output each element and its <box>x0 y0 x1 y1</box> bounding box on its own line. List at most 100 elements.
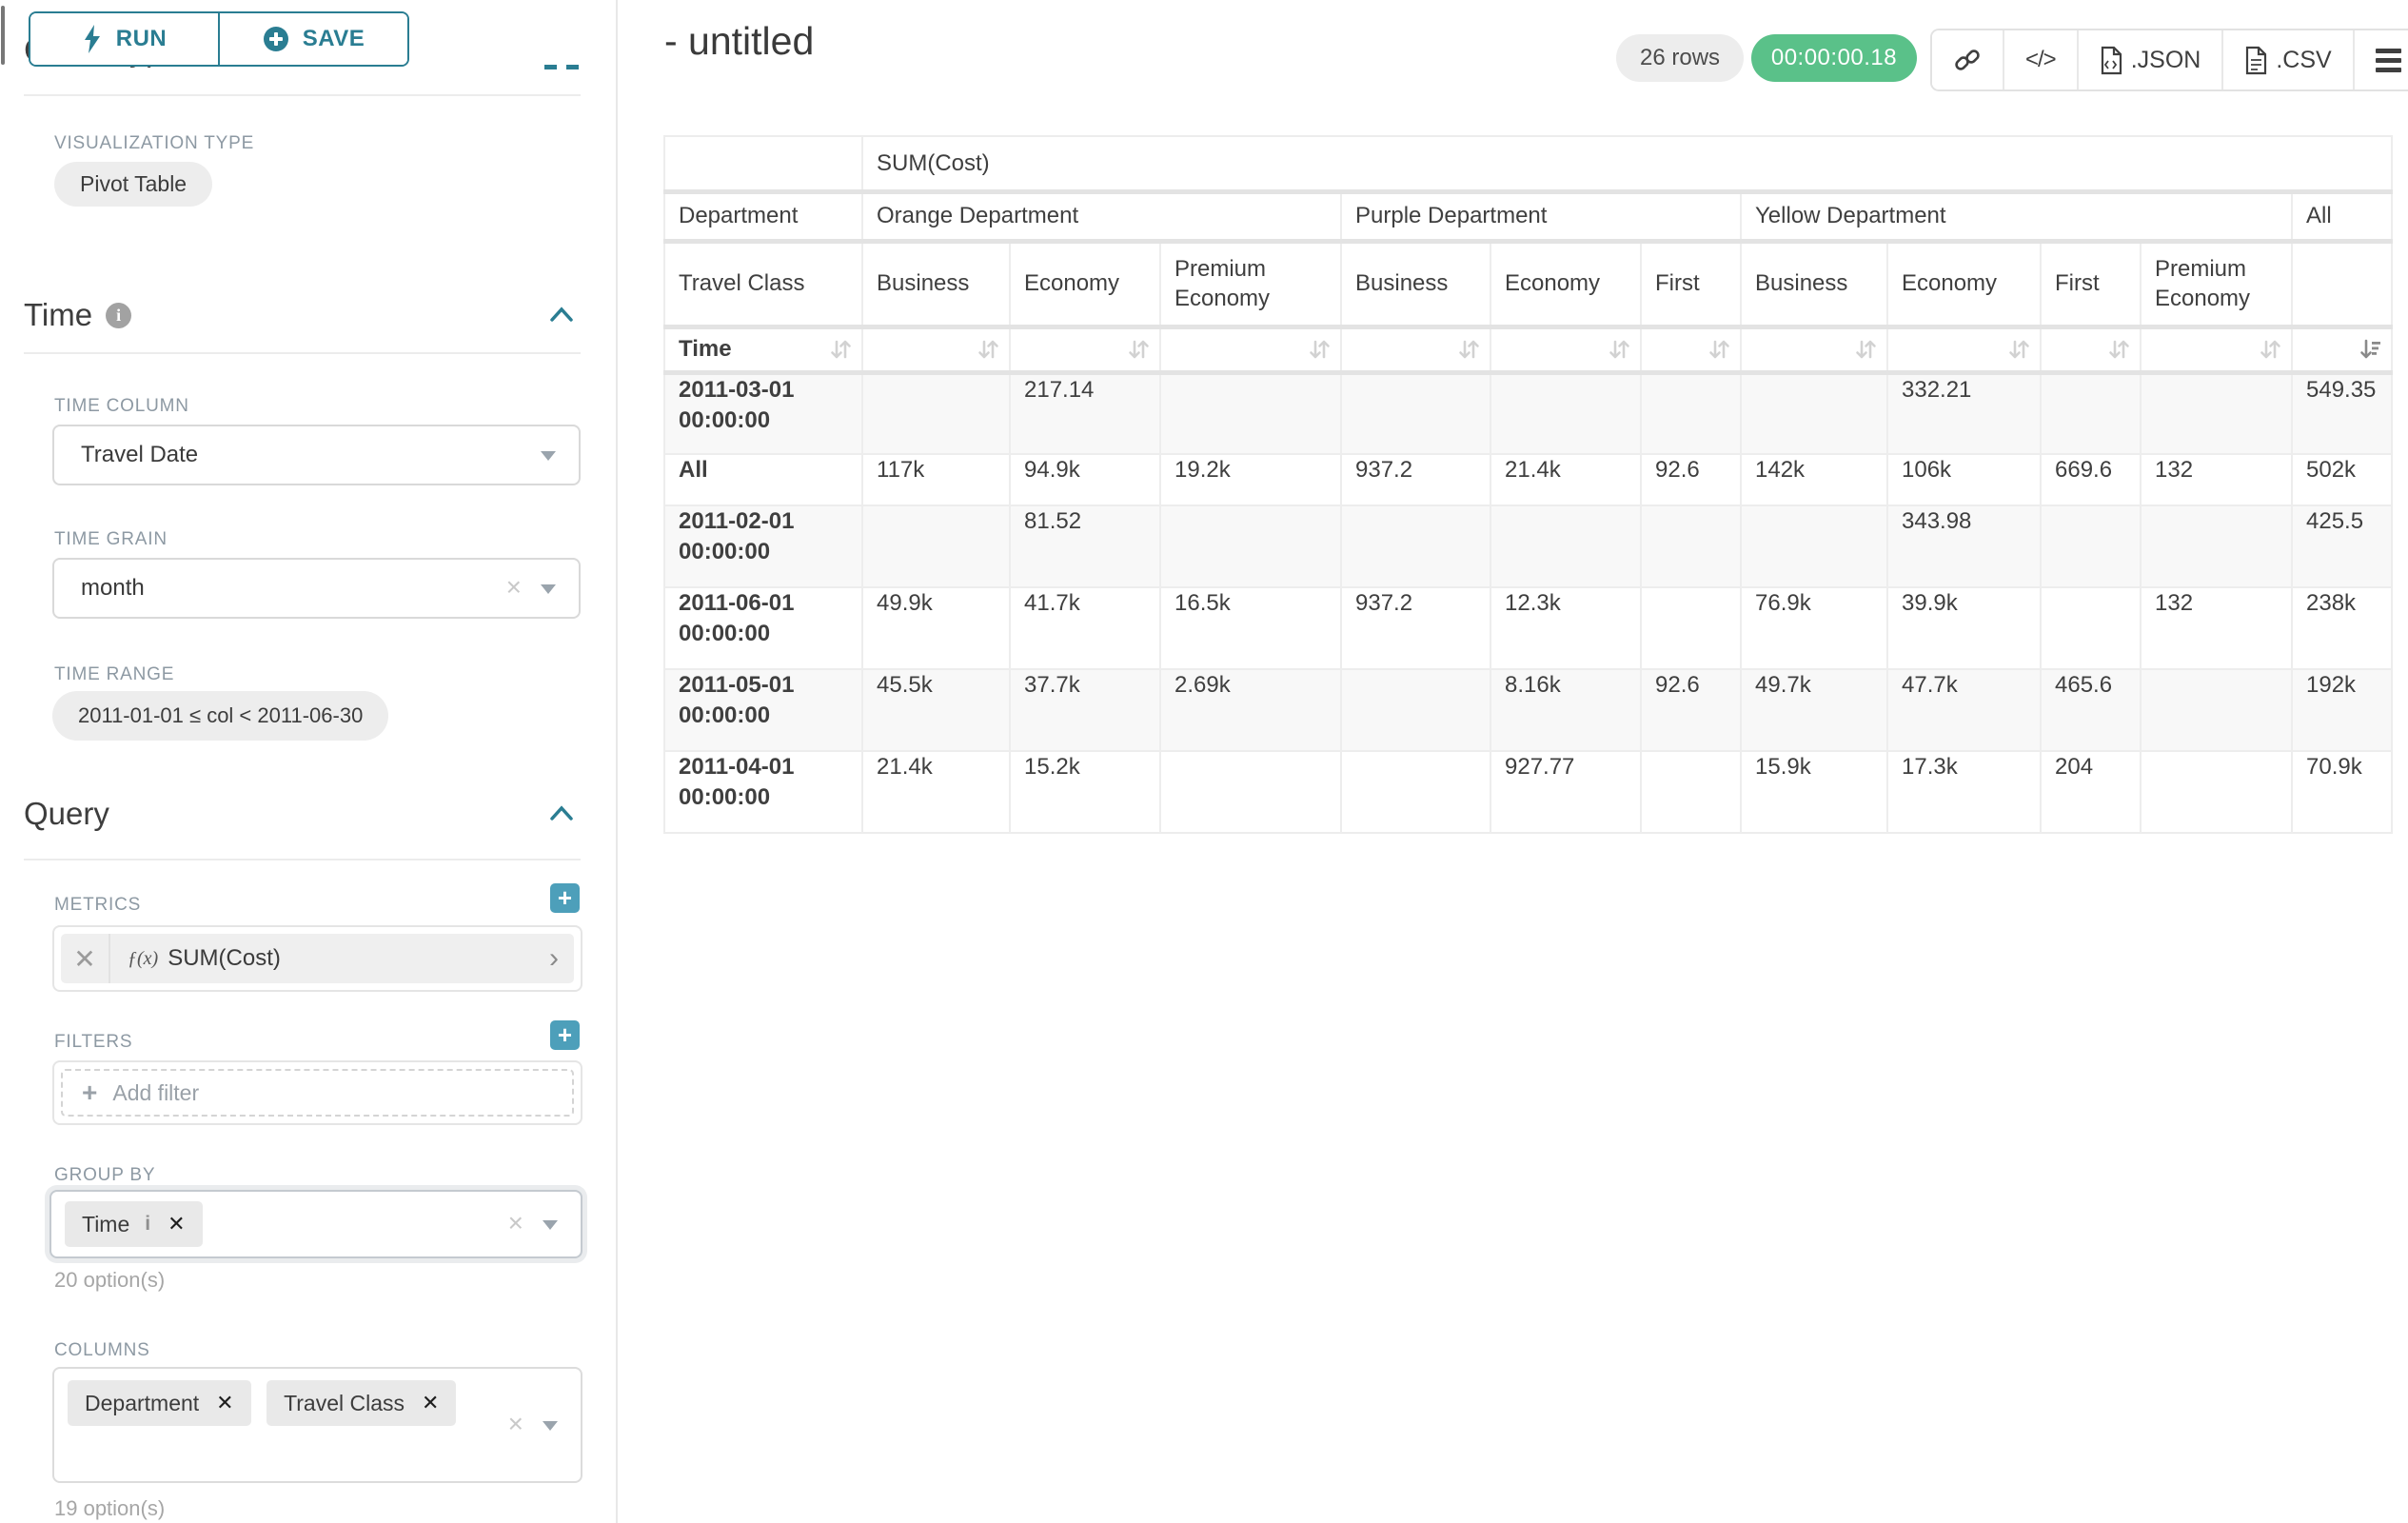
travel-class-header <box>2291 240 2393 329</box>
time-range-label: TIME RANGE <box>54 664 175 684</box>
columns-chip-travel-class[interactable]: Travel Class ✕ <box>266 1380 457 1426</box>
time-grain-value: month <box>81 575 145 601</box>
group-by-chip-time[interactable]: Time i ✕ <box>65 1201 203 1247</box>
remove-chip-icon[interactable]: ✕ <box>168 1212 186 1236</box>
value-cell <box>1490 504 1642 588</box>
chevron-right-icon[interactable]: › <box>549 942 559 974</box>
sort-icon[interactable] <box>1456 337 1482 363</box>
add-filter-button[interactable]: + Add filter <box>61 1069 574 1117</box>
travel-class-header: Premium Economy <box>2140 240 2293 329</box>
add-metric-button[interactable]: + <box>550 883 580 913</box>
export-csv-button[interactable]: .CSV <box>2223 30 2355 89</box>
travel-class-header: Premium Economy <box>1159 240 1342 329</box>
run-button[interactable]: RUN <box>30 13 220 65</box>
info-icon[interactable]: i <box>106 302 132 328</box>
travel-class-axis-label: Travel Class <box>663 240 863 329</box>
plus-icon: + <box>557 1020 573 1049</box>
sort-icon[interactable] <box>1126 337 1152 363</box>
value-cell <box>1640 586 1742 670</box>
value-cell <box>1490 371 1642 455</box>
clear-icon[interactable]: × <box>507 1408 523 1438</box>
csv-file-icon <box>2244 46 2268 75</box>
value-cell: 94.9k <box>1009 453 1161 506</box>
metric-chip[interactable]: ✕ ƒ(x) SUM(Cost) › <box>61 934 574 983</box>
clear-icon[interactable]: × <box>505 571 522 602</box>
chip-label: Travel Class <box>284 1390 405 1415</box>
collapse-chevron-icon[interactable] <box>550 307 573 327</box>
sort-icon[interactable] <box>1853 337 1879 363</box>
copy-link-button[interactable] <box>1932 30 2004 89</box>
value-cell: 425.5 <box>2291 504 2393 588</box>
chip-label: Department <box>85 1390 200 1415</box>
link-icon <box>1953 46 1982 74</box>
metric-header: SUM(Cost) <box>861 135 2393 194</box>
corner-cell <box>663 135 863 194</box>
add-filter-label: Add filter <box>112 1079 200 1105</box>
group-by-options-hint: 20 option(s) <box>54 1268 166 1292</box>
sort-icon[interactable] <box>1307 337 1332 363</box>
clear-icon[interactable]: × <box>507 1207 523 1237</box>
csv-label: .CSV <box>2276 46 2332 73</box>
department-group-header: Purple Department <box>1340 190 1742 244</box>
sidebar-scrollbar-thumb[interactable] <box>1 6 5 65</box>
value-cell: 41.7k <box>1009 586 1161 670</box>
columns-chip-department[interactable]: Department ✕ <box>68 1380 251 1426</box>
row-label: 2011-04-01 00:00:00 <box>663 750 863 834</box>
travel-class-header: Economy <box>1009 240 1161 329</box>
section-divider <box>24 352 581 354</box>
value-cell: 37.7k <box>1009 668 1161 752</box>
run-save-button-group: RUN SAVE <box>29 11 409 67</box>
value-cell <box>2140 668 2293 752</box>
remove-metric-icon[interactable]: ✕ <box>61 934 110 983</box>
save-button[interactable]: SAVE <box>220 13 407 65</box>
view-query-button[interactable]: </> <box>2004 30 2079 89</box>
value-cell: 204 <box>2040 750 2142 834</box>
sort-icon[interactable] <box>1707 337 1732 363</box>
column-sort-header <box>1640 326 1742 375</box>
value-cell: 21.4k <box>1490 453 1642 506</box>
value-cell <box>2040 504 2142 588</box>
sort-descending-icon[interactable] <box>2358 337 2383 363</box>
chevron-down-icon <box>541 451 556 461</box>
sort-icon[interactable] <box>2106 337 2132 363</box>
time-column-select[interactable]: Travel Date <box>52 425 581 485</box>
sort-icon[interactable] <box>2006 337 2032 363</box>
column-info-icon[interactable]: i <box>145 1213 151 1235</box>
add-filter-plus-button[interactable]: + <box>550 1020 580 1050</box>
travel-class-header: Economy <box>1490 240 1642 329</box>
remove-chip-icon[interactable]: ✕ <box>422 1391 440 1414</box>
group-by-select[interactable]: Time i ✕ × <box>49 1190 582 1258</box>
chart-title[interactable]: - untitled <box>664 19 815 63</box>
value-cell: 39.9k <box>1886 586 2042 670</box>
travel-class-header: Business <box>1740 240 1888 329</box>
plus-circle-icon <box>263 26 289 52</box>
json-file-icon <box>2100 46 2123 75</box>
sort-icon[interactable] <box>1607 337 1632 363</box>
collapse-chevron-icon[interactable] <box>550 805 573 826</box>
value-cell: 549.35 <box>2291 371 2393 455</box>
sort-icon[interactable] <box>976 337 1001 363</box>
value-cell: 106k <box>1886 453 2042 506</box>
value-cell <box>1159 371 1342 455</box>
remove-chip-icon[interactable]: ✕ <box>216 1391 234 1414</box>
sort-icon[interactable] <box>2258 337 2283 363</box>
department-axis-label: Department <box>663 190 863 244</box>
columns-select[interactable]: Department ✕ Travel Class ✕ × <box>52 1367 582 1483</box>
value-cell: 92.6 <box>1640 453 1742 506</box>
sort-icon[interactable] <box>828 337 854 363</box>
time-range-pill[interactable]: 2011-01-01 ≤ col < 2011-06-30 <box>52 691 389 741</box>
export-json-button[interactable]: .JSON <box>2078 30 2224 89</box>
time-grain-select[interactable]: month × <box>52 558 581 619</box>
visualization-type-pill[interactable]: Pivot Table <box>54 162 213 207</box>
department-group-header: Orange Department <box>861 190 1342 244</box>
value-cell: 937.2 <box>1340 586 1491 670</box>
value-cell: 12.3k <box>1490 586 1642 670</box>
value-cell: 19.2k <box>1159 453 1342 506</box>
metrics-container: ✕ ƒ(x) SUM(Cost) › <box>52 925 582 992</box>
value-cell: 49.9k <box>861 586 1011 670</box>
menu-button[interactable] <box>2354 30 2408 89</box>
filters-container: + Add filter <box>52 1060 582 1125</box>
column-sort-header <box>2040 326 2142 375</box>
function-icon: ƒ(x) <box>128 947 159 969</box>
